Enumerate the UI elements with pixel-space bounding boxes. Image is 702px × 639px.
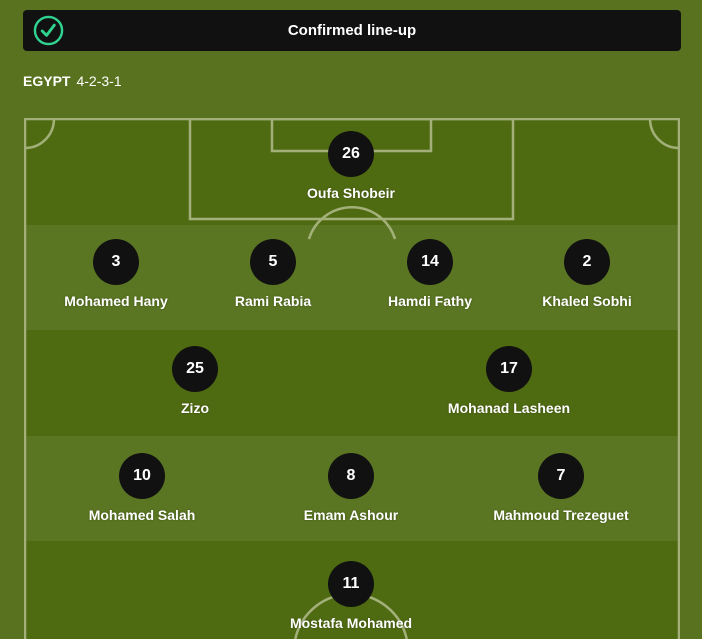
player-name: Emam Ashour (303, 507, 399, 523)
team-name: EGYPT (23, 73, 71, 89)
player-name: Mostafa Mohamed (289, 615, 413, 631)
pitch-stripe (24, 330, 680, 436)
player[interactable]: 25 Zizo (115, 346, 275, 416)
pitch: 26 Oufa Shobeir 3 Mohamed Hany 5 Rami Rabia 14… (24, 118, 680, 639)
player[interactable]: 10 Mohamed Salah (62, 453, 222, 523)
player-name: Hamdi Fathy (387, 293, 472, 309)
player-number: 10 (119, 453, 165, 499)
corner-arc (24, 118, 56, 150)
player[interactable]: 5 Rami Rabia (193, 239, 353, 309)
player[interactable]: 14 Hamdi Fathy (350, 239, 510, 309)
player-number: 25 (172, 346, 218, 392)
player-number: 5 (250, 239, 296, 285)
player-number: 26 (328, 131, 374, 177)
player-name: Mahmoud Trezeguet (493, 507, 629, 523)
check-circle-icon (33, 15, 64, 46)
player[interactable]: 7 Mahmoud Trezeguet (481, 453, 641, 523)
player-number: 7 (538, 453, 584, 499)
player[interactable]: 26 Oufa Shobeir (271, 131, 431, 201)
player[interactable]: 17 Mohanad Lasheen (429, 346, 589, 416)
player[interactable]: 11 Mostafa Mohamed (271, 561, 431, 631)
corner-arc (648, 118, 680, 150)
player[interactable]: 8 Emam Ashour (271, 453, 431, 523)
player-name: Oufa Shobeir (307, 185, 395, 201)
player-number: 11 (328, 561, 374, 607)
player-number: 8 (328, 453, 374, 499)
player[interactable]: 2 Khaled Sobhi (507, 239, 667, 309)
confirmed-lineup-banner: Confirmed line-up (23, 10, 681, 51)
player-name: Khaled Sobhi (542, 293, 632, 309)
team-formation: 4-2-3-1 (76, 73, 122, 89)
player-number: 14 (407, 239, 453, 285)
player-name: Mohamed Hany (64, 293, 168, 309)
player[interactable]: 3 Mohamed Hany (36, 239, 196, 309)
banner-title: Confirmed line-up (287, 22, 417, 39)
player-name: Mohamed Salah (88, 507, 196, 523)
player-number: 2 (564, 239, 610, 285)
player-name: Zizo (181, 400, 209, 416)
player-number: 3 (93, 239, 139, 285)
player-number: 17 (486, 346, 532, 392)
player-name: Mohanad Lasheen (447, 400, 571, 416)
penalty-arc (307, 206, 397, 240)
player-name: Rami Rabia (234, 293, 312, 309)
team-header: EGYPT 4-2-3-1 (23, 73, 122, 89)
